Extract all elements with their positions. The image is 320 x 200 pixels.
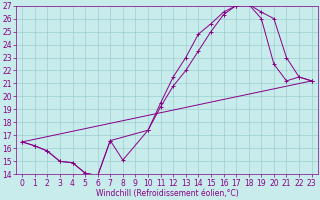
X-axis label: Windchill (Refroidissement éolien,°C): Windchill (Refroidissement éolien,°C) [96, 189, 238, 198]
